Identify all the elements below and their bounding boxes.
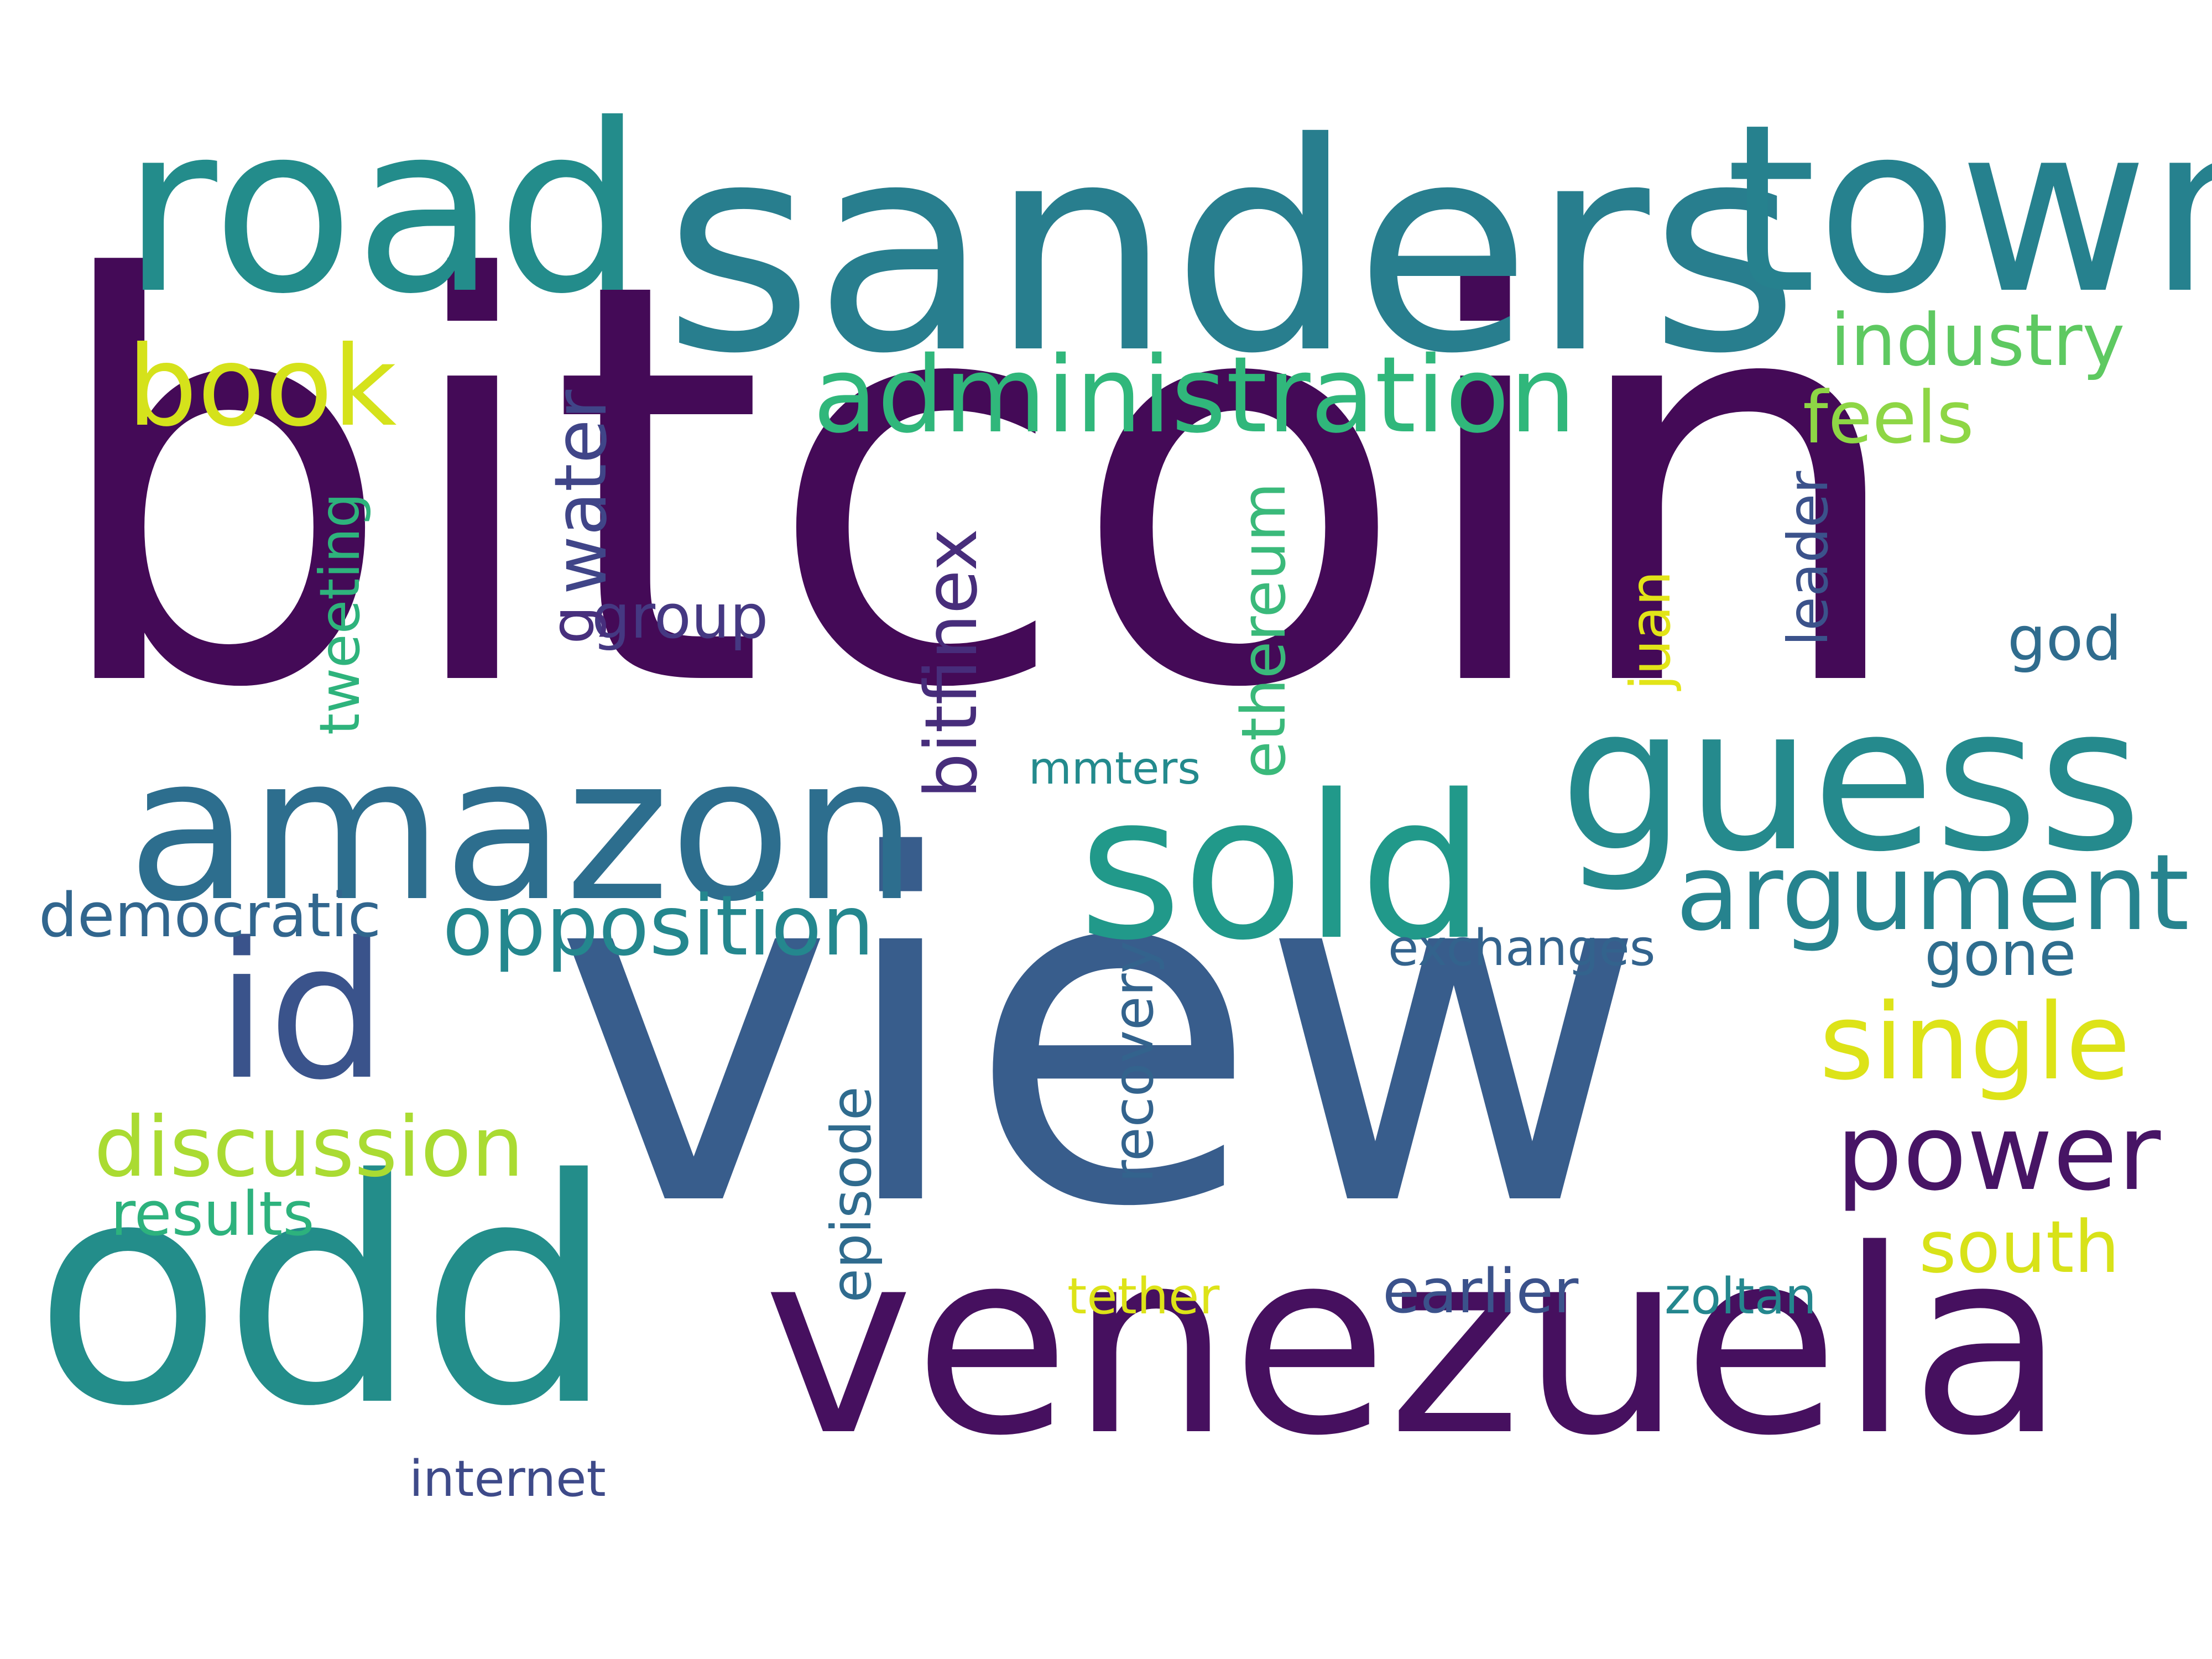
word-discussion: discussion	[94, 1099, 524, 1196]
word-venezuela: venezuela	[763, 1196, 2066, 1491]
word-sanders: sanders	[664, 81, 1799, 416]
word-argument: argument	[1676, 832, 2190, 954]
word-god: god	[2007, 603, 2122, 674]
word-gone: gone	[1924, 919, 2077, 989]
word-single: single	[1819, 981, 2131, 1103]
word-episode: episode	[819, 1086, 884, 1303]
word-tether: tether	[1067, 1267, 1220, 1326]
word-internet: internet	[409, 1450, 606, 1508]
word-amazon: amazon	[127, 713, 918, 945]
word-south: south	[1919, 1205, 2120, 1289]
word-ethereum: ethereum	[1228, 482, 1299, 779]
word-mmters: mmters	[1029, 743, 1201, 794]
word-power: power	[1836, 1092, 2161, 1214]
word-book: book	[127, 322, 397, 451]
word-industry: industry	[1830, 298, 2125, 382]
word-democratic: democratic	[39, 880, 382, 951]
word-g: g	[537, 606, 608, 644]
word-earlier: earlier	[1383, 1256, 1579, 1327]
word-bitcoin: bitcoin	[44, 165, 1912, 808]
word-id: id	[216, 902, 388, 1121]
word-feels: feels	[1803, 375, 1974, 460]
word-group: group	[592, 581, 769, 652]
word-exchanges: exchanges	[1388, 919, 1656, 977]
word-view: view	[553, 757, 1648, 1311]
word-road: road	[122, 75, 644, 345]
word-sold: sold	[1078, 752, 1486, 984]
word-bitfinex: bitfinex	[909, 528, 993, 799]
word-juan: juan	[1618, 571, 1683, 690]
word-zoltan: zoltan	[1665, 1267, 1817, 1326]
word-opposition: opposition	[442, 878, 875, 974]
word-guess: guess	[1559, 664, 2142, 895]
word-results: results	[111, 1178, 315, 1249]
word-recovery: recovery	[1101, 941, 1166, 1183]
word-water: water	[539, 389, 623, 595]
word-tweeting: tweeting	[307, 493, 372, 735]
word-odd: odd	[33, 1114, 616, 1474]
word-leader: leader	[1776, 471, 1840, 646]
word-administration: administration	[813, 334, 1577, 456]
word-town: town	[1725, 75, 2212, 345]
